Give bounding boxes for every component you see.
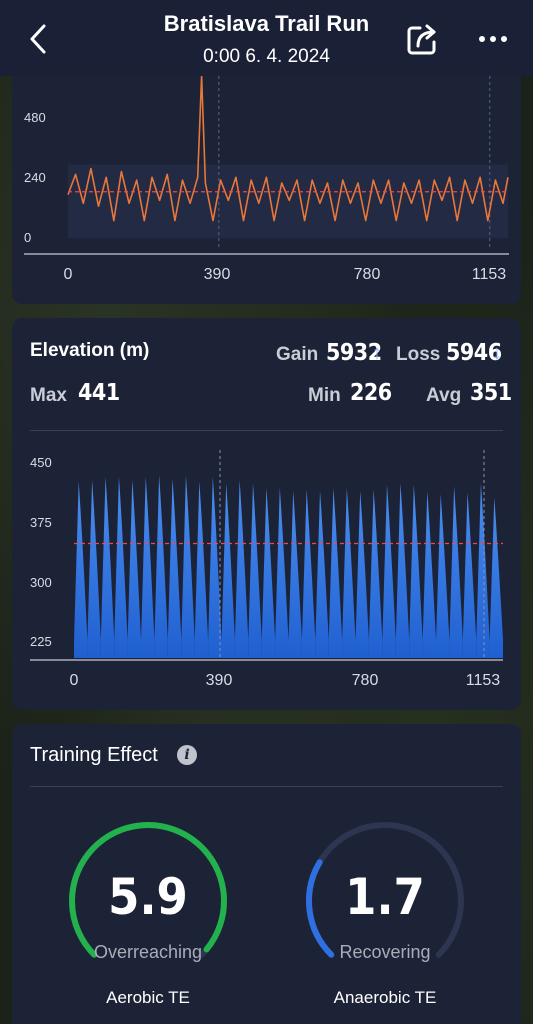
activity-datetime: 0:00 6. 4. 2024 bbox=[203, 46, 330, 67]
elevation-area-segment bbox=[100, 476, 115, 658]
elevation-area-segment bbox=[275, 487, 289, 658]
elev-x-tick: 390 bbox=[205, 672, 233, 689]
elev-x-tick: 780 bbox=[351, 672, 379, 689]
training-effect-title: Training Effect bbox=[30, 744, 158, 766]
elevation-area-segment bbox=[449, 486, 463, 658]
elevation-area-segment bbox=[315, 491, 329, 658]
training-effect-card: Training Effect i 5.9 Overreaching Aerob… bbox=[12, 724, 521, 1024]
elevation-area-segment bbox=[476, 483, 490, 658]
elevation-area-segment bbox=[328, 487, 343, 658]
elevation-area-segment bbox=[342, 487, 356, 658]
elev-x-tick: 0 bbox=[69, 672, 79, 689]
hr-y-tick: 240 bbox=[24, 170, 46, 185]
loss-label: Loss bbox=[396, 344, 441, 365]
aerobic-te-value: 5.9 bbox=[108, 868, 188, 926]
elevation-area-segment bbox=[288, 491, 302, 658]
elevation-area-segment bbox=[221, 483, 235, 658]
anaerobic-te-label: Anaerobic TE bbox=[333, 988, 437, 1007]
elevation-card: Elevation (m) Gain 5932 ↑ Loss 5946 ↓ Ma… bbox=[12, 318, 521, 710]
elevation-area-segment bbox=[87, 480, 101, 658]
elevation-area-segment bbox=[395, 483, 410, 658]
elevation-area-segment bbox=[422, 491, 436, 658]
share-icon[interactable] bbox=[404, 22, 440, 58]
hr-band bbox=[68, 164, 508, 238]
hr-x-tick: 780 bbox=[353, 266, 381, 283]
elevation-chart bbox=[30, 450, 503, 661]
loss-value: 5946 bbox=[446, 340, 502, 366]
activity-title: Bratislava Trail Run bbox=[163, 11, 370, 36]
elevation-area-segment bbox=[234, 480, 249, 658]
elevation-divider bbox=[30, 430, 503, 431]
hr-x-tick: 0 bbox=[63, 266, 73, 283]
more-options-icon[interactable] bbox=[476, 26, 510, 52]
elevation-area-segment bbox=[181, 475, 195, 658]
elev-y-tick: 375 bbox=[30, 515, 52, 530]
aerobic-gauge-ring bbox=[69, 822, 227, 958]
training-effect-divider bbox=[30, 786, 503, 787]
anaerobic-te-value: 1.7 bbox=[345, 868, 425, 926]
hr-y-tick: 480 bbox=[24, 110, 46, 125]
hr-x-tick: 390 bbox=[203, 266, 231, 283]
heart-rate-chart bbox=[24, 75, 509, 255]
elevation-area-segment bbox=[355, 491, 369, 658]
anaerobic-te-status: Recovering bbox=[339, 942, 431, 962]
anaerobic-gauge-ring bbox=[306, 822, 464, 958]
elevation-area-segment bbox=[114, 476, 128, 658]
gauge-fill bbox=[69, 822, 227, 958]
top-bar: Bratislava Trail Run 0:00 6. 4. 2024 bbox=[0, 0, 533, 76]
elevation-area-segment bbox=[409, 484, 423, 658]
elevation-area-segment bbox=[436, 494, 450, 658]
elevation-area-segment bbox=[194, 481, 209, 658]
elevation-area-segment bbox=[74, 481, 88, 658]
elevation-area-segment bbox=[167, 478, 182, 658]
elevation-area-segment bbox=[382, 484, 396, 658]
hr-y-tick: 0 bbox=[24, 230, 32, 245]
loss-arrow-icon: ↓ bbox=[492, 342, 502, 364]
max-label: Max bbox=[30, 385, 67, 406]
info-icon[interactable]: i bbox=[177, 745, 197, 765]
avg-label: Avg bbox=[426, 385, 462, 406]
gain-label: Gain bbox=[276, 344, 319, 365]
avg-value: 351 bbox=[470, 380, 512, 406]
gain-value: 5932 bbox=[326, 340, 382, 366]
elev-y-tick: 300 bbox=[30, 575, 52, 590]
gauge-fill bbox=[306, 859, 335, 958]
back-icon[interactable] bbox=[24, 22, 52, 56]
anaerobic-gauge: 1.7 Recovering bbox=[300, 816, 470, 986]
elev-y-tick: 225 bbox=[30, 634, 52, 649]
aerobic-gauge: 5.9 Overreaching bbox=[63, 816, 233, 986]
min-label: Min bbox=[308, 385, 341, 406]
elev-x-tick: 1153 bbox=[465, 672, 501, 689]
hr-x-tick: 1153 bbox=[471, 266, 507, 283]
elevation-area-segment bbox=[141, 476, 155, 658]
max-value: 441 bbox=[78, 380, 120, 406]
elevation-area-segment bbox=[248, 483, 262, 658]
gain-arrow-icon: ↑ bbox=[372, 342, 382, 364]
elev-y-tick: 450 bbox=[30, 455, 52, 470]
elevation-area-segment bbox=[368, 489, 383, 658]
elevation-title: Elevation (m) bbox=[30, 340, 150, 361]
aerobic-te-status: Overreaching bbox=[93, 942, 203, 962]
min-value: 226 bbox=[350, 380, 392, 406]
elevation-area-segment bbox=[462, 492, 477, 658]
elevation-area-segment bbox=[154, 475, 168, 658]
heart-rate-card: 480 240 0 0 390 780 1153 bbox=[12, 60, 521, 304]
elevation-area-segment bbox=[127, 480, 141, 658]
elevation-area-segment bbox=[261, 487, 276, 658]
elevation-area-segment bbox=[489, 497, 503, 658]
aerobic-te-label: Aerobic TE bbox=[106, 988, 190, 1007]
elevation-area-segment bbox=[301, 489, 316, 658]
elevation-area-segment bbox=[208, 476, 222, 658]
